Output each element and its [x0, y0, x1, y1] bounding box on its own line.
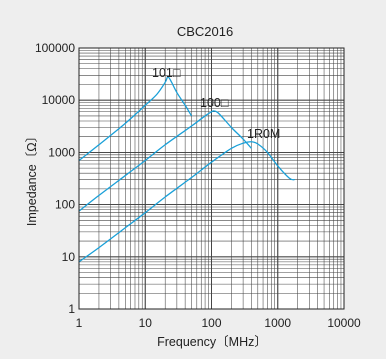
tick-labels: 1 10 100 1000 10000 1 10 100 1000 10000 100000 — [35, 41, 361, 330]
y-tick-label: 10000 — [42, 93, 76, 107]
y-tick-label: 10 — [62, 250, 76, 264]
y-tick-label: 1000 — [48, 145, 75, 159]
series-line-1 — [78, 110, 252, 212]
chart-title: CBC2016 — [177, 24, 233, 39]
grid — [78, 47, 345, 310]
y-tick-label: 100 — [55, 198, 75, 212]
y-tick-label: 100000 — [35, 41, 75, 55]
x-tick-label: 10 — [139, 316, 153, 330]
series-lines — [78, 76, 295, 263]
x-tick-label: 1 — [76, 316, 83, 330]
series-label-1r0m: 1R0M — [247, 127, 280, 141]
x-axis-title: Frequency〔MHz〕 — [157, 335, 267, 349]
series-line-0 — [78, 76, 193, 162]
x-tick-label: 10000 — [327, 316, 361, 330]
x-tick-label: 100 — [201, 316, 221, 330]
plot-frame — [78, 47, 345, 310]
y-axis-title: Impedance〔Ω〕 — [25, 130, 39, 226]
x-tick-label: 1000 — [264, 316, 291, 330]
series-label-101: 101□ — [152, 66, 181, 80]
series-label-100: 100□ — [200, 96, 229, 110]
series-line-2 — [78, 141, 295, 263]
y-tick-label: 1 — [68, 302, 75, 316]
